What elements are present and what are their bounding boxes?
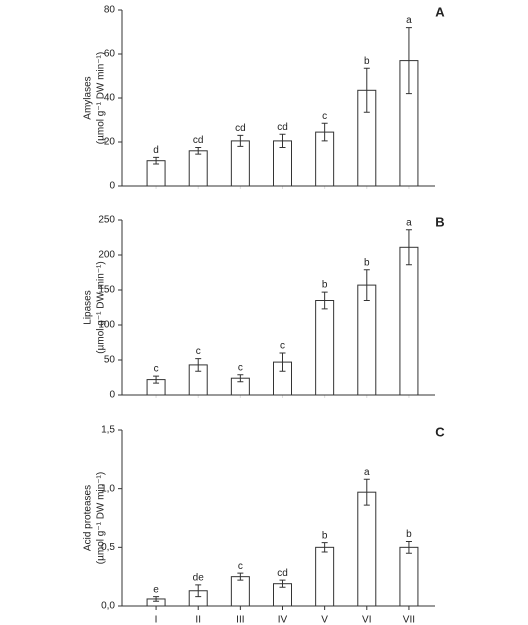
y-tick-label: 60: [104, 49, 116, 60]
error-bar: [321, 122, 328, 142]
error-bar: [195, 584, 202, 598]
y-tick-label: 20: [104, 137, 116, 148]
x-tick-label: IV: [278, 615, 288, 625]
panel-label: C: [435, 424, 445, 439]
y-tick-label: 0,5: [101, 542, 115, 553]
y-tick-label: 100: [98, 320, 115, 331]
significance-letter: d: [153, 145, 159, 156]
significance-letter: b: [364, 257, 370, 268]
x-tick-label: III: [236, 615, 244, 625]
panel-label: A: [435, 4, 445, 19]
significance-letter: cd: [193, 135, 204, 146]
bar: [230, 576, 250, 607]
significance-letter: de: [193, 573, 205, 584]
significance-letter: c: [280, 341, 285, 352]
y-tick-label: 0: [109, 390, 115, 401]
y-tick-label: 1,5: [101, 425, 115, 436]
significance-letter: e: [153, 584, 159, 595]
bar: [399, 246, 419, 396]
error-bar: [363, 478, 370, 506]
y-tick-label: 0: [109, 181, 115, 192]
bar: [315, 300, 335, 396]
significance-letter: cd: [235, 123, 246, 134]
y-tick-label: 0,0: [101, 601, 115, 612]
significance-letter: c: [196, 346, 201, 357]
y-axis-label: (µmol g⁻¹ DW min⁻¹): [96, 52, 107, 144]
bar: [357, 491, 377, 607]
error-bar: [405, 27, 412, 95]
y-tick-label: 150: [98, 285, 115, 296]
error-bar: [153, 375, 160, 384]
y-tick-label: 40: [104, 93, 116, 104]
error-bar: [363, 67, 370, 113]
error-bar: [321, 291, 328, 310]
x-tick-label: VII: [403, 615, 415, 625]
x-tick-label: V: [321, 615, 328, 625]
significance-letter: c: [154, 364, 159, 375]
significance-letter: a: [406, 15, 412, 26]
significance-letter: c: [238, 362, 243, 373]
error-bar: [195, 147, 202, 155]
error-bar: [237, 374, 244, 383]
y-axis-label: (µmol g⁻¹ DW min⁻¹): [96, 472, 107, 564]
x-tick-label: VI: [362, 615, 371, 625]
y-axis-label: Lipases: [83, 290, 94, 324]
error-bar: [153, 596, 160, 602]
error-bar: [237, 134, 244, 147]
significance-letter: c: [238, 561, 243, 572]
significance-letter: b: [322, 530, 328, 541]
error-bar: [363, 269, 370, 301]
x-tick-label: I: [155, 615, 158, 625]
error-bar: [279, 579, 286, 588]
error-bar: [279, 352, 286, 372]
significance-letter: b: [322, 280, 328, 291]
bar: [357, 284, 377, 396]
error-bar: [405, 540, 412, 554]
bar: [230, 140, 250, 187]
y-tick-label: 50: [104, 355, 116, 366]
y-tick-label: 250: [98, 215, 115, 226]
error-bar: [279, 133, 286, 148]
significance-letter: b: [406, 529, 412, 540]
x-tick-label: II: [195, 615, 201, 625]
y-tick-label: 1,0: [101, 483, 115, 494]
error-bar: [195, 358, 202, 372]
y-tick-label: 80: [104, 5, 116, 16]
error-bar: [237, 572, 244, 581]
y-axis-label: Amylases: [83, 76, 94, 119]
significance-letter: c: [322, 111, 327, 122]
y-axis-label: Acid proteases: [83, 485, 94, 551]
bar: [399, 546, 419, 607]
error-bar: [321, 542, 328, 553]
y-tick-label: 200: [98, 250, 115, 261]
significance-letter: a: [364, 467, 370, 478]
significance-letter: a: [406, 217, 412, 228]
error-bar: [405, 229, 412, 266]
panel-label: B: [435, 214, 444, 229]
bar: [315, 546, 335, 607]
y-axis-label: (µmol g⁻¹ DW min⁻¹): [96, 261, 107, 353]
significance-letter: b: [364, 56, 370, 67]
significance-letter: cd: [277, 568, 288, 579]
bar: [188, 150, 208, 187]
error-bar: [153, 156, 160, 165]
significance-letter: cd: [277, 122, 288, 133]
